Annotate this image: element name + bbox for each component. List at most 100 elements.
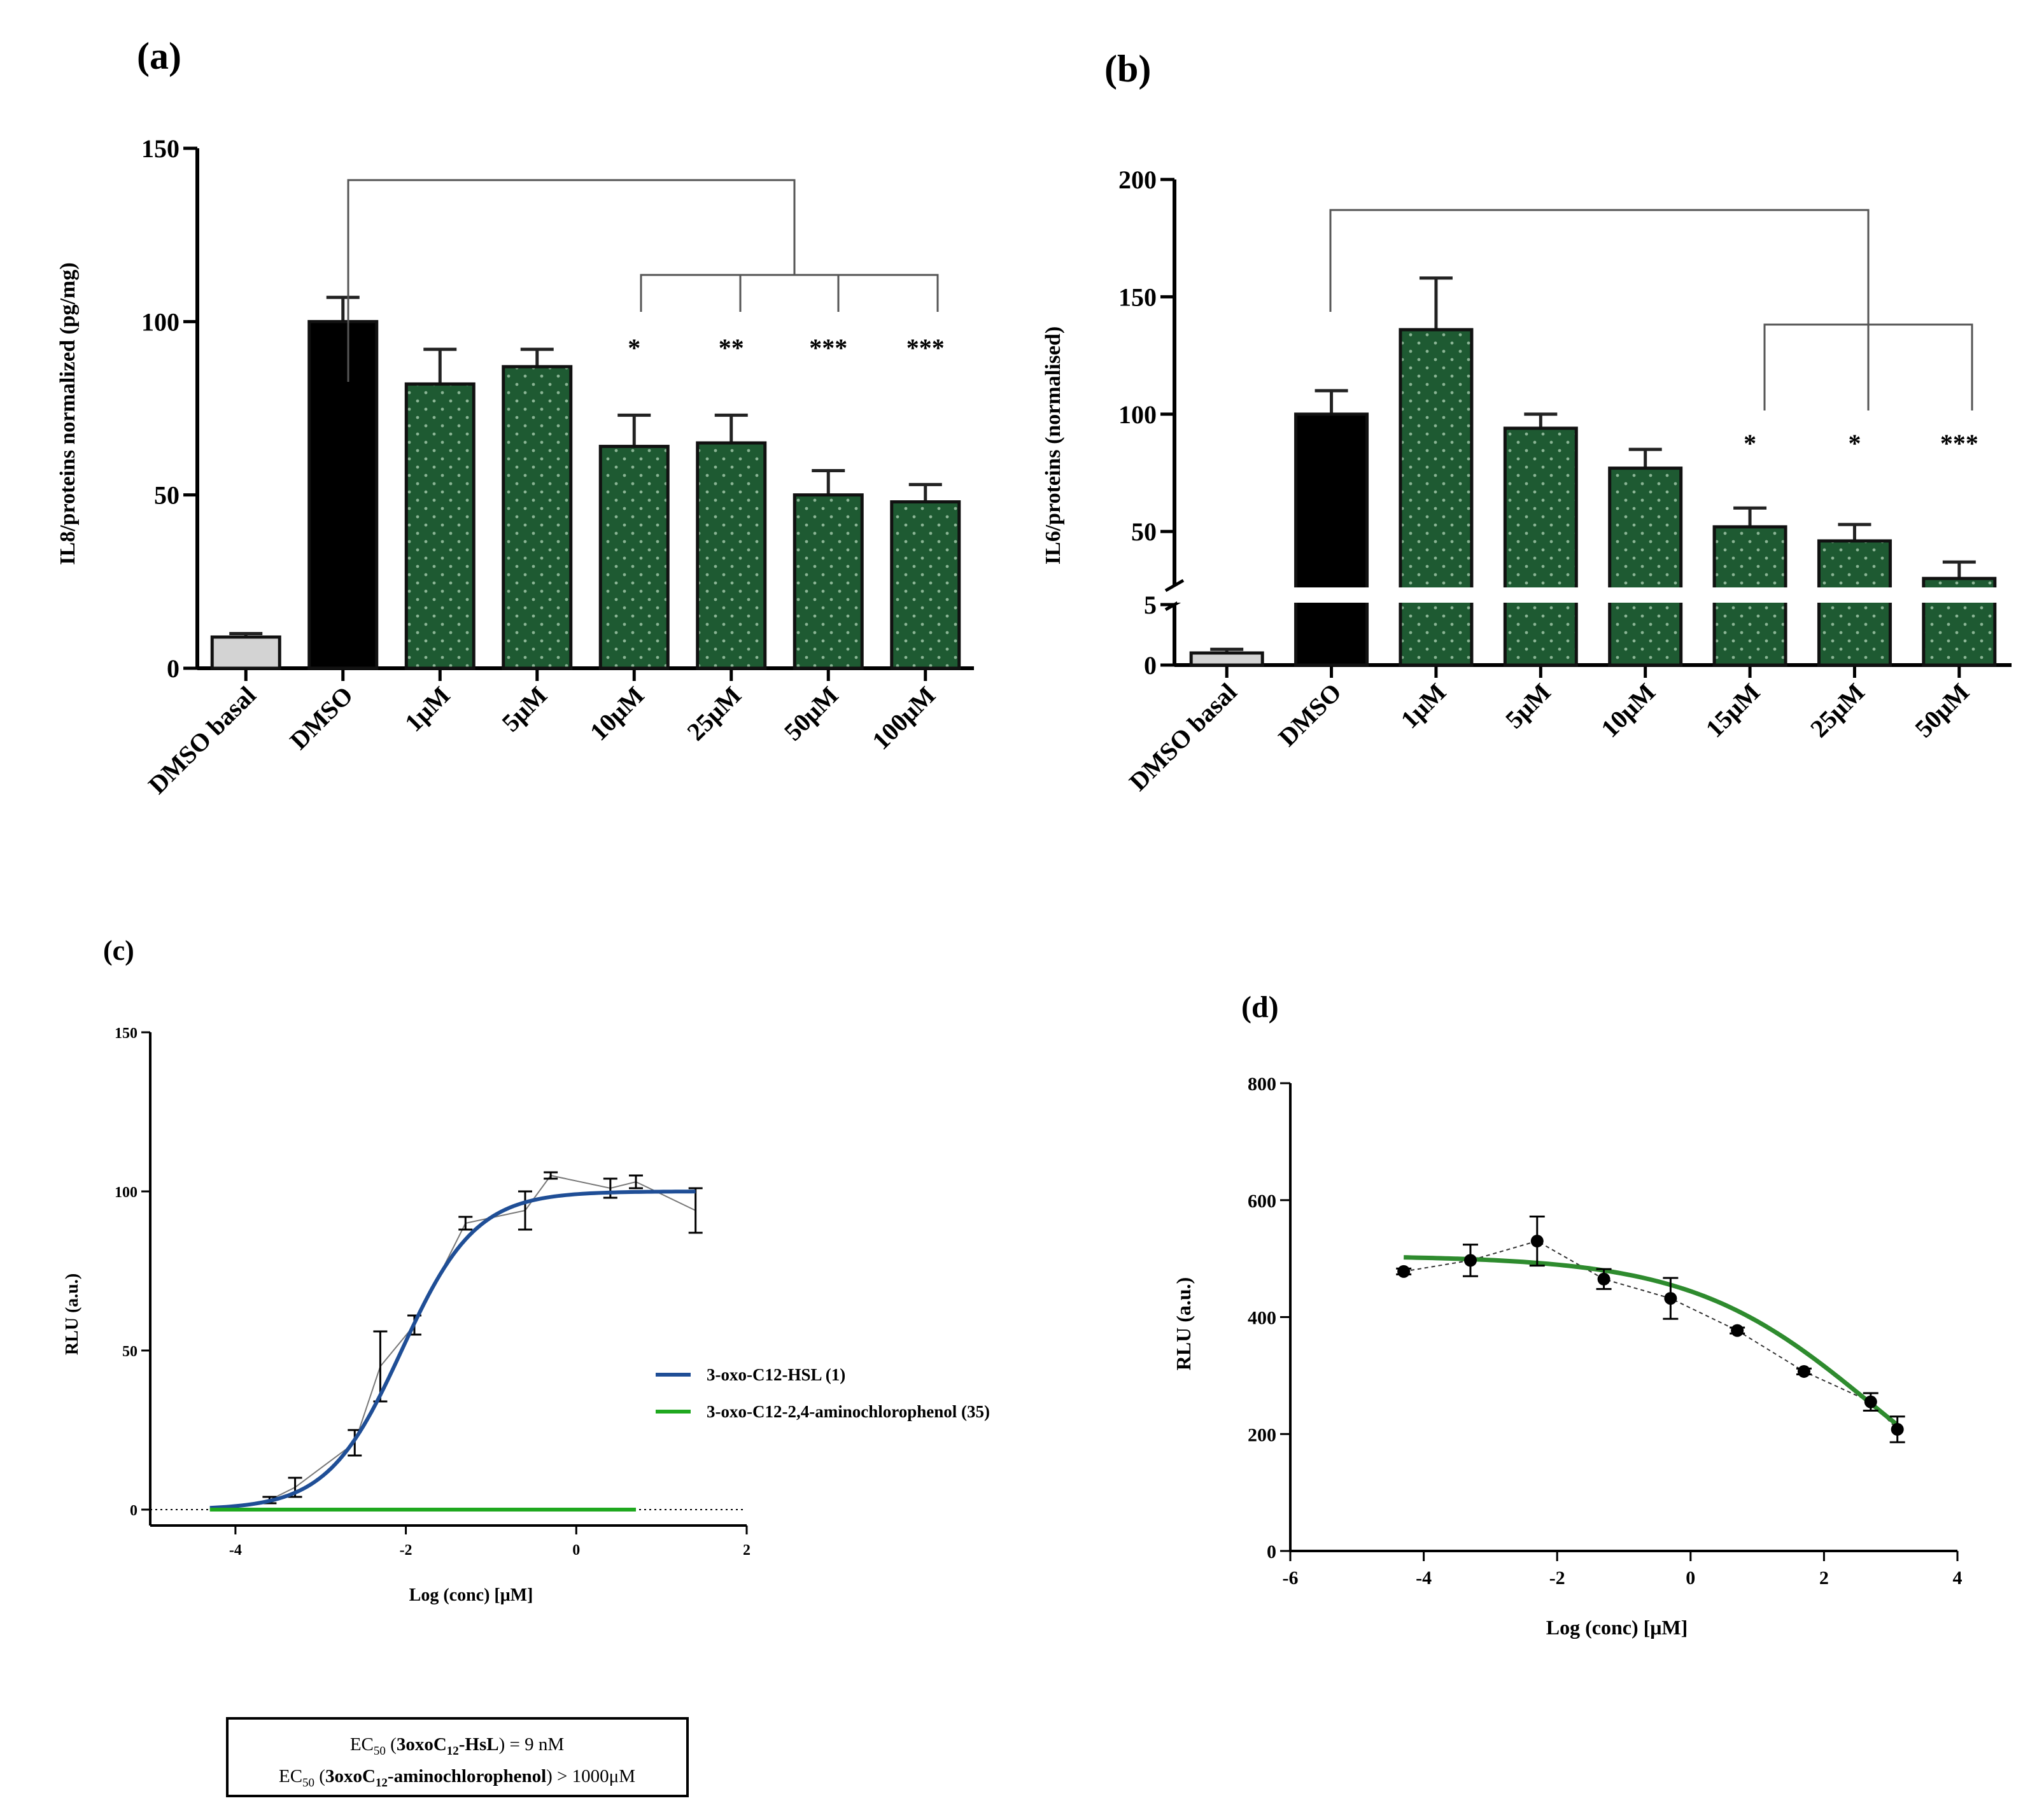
x-tick-label: 0: [572, 1542, 580, 1559]
panel-label-c: (c): [103, 935, 134, 966]
data-point: [1597, 1272, 1611, 1286]
category-label: 50μM: [779, 681, 844, 747]
x-tick-label: 0: [1686, 1568, 1695, 1589]
y-tick-label: 100: [1118, 400, 1157, 429]
ec50-prefix-1: EC: [350, 1734, 374, 1755]
bar: [1608, 467, 1683, 667]
ec50-bold-sub-1: 12: [447, 1744, 459, 1758]
y-tick-label: 100: [115, 1184, 137, 1201]
bar: [1817, 539, 1892, 667]
data-point: [1731, 1324, 1744, 1337]
y-tick-label: 50: [154, 481, 180, 510]
ec50-open-2: (: [314, 1766, 325, 1786]
x-tick-label: -4: [1416, 1568, 1432, 1589]
y-tick-label: 400: [1248, 1308, 1276, 1329]
y-tick-label: 600: [1248, 1191, 1276, 1212]
category-label: DMSO: [1272, 678, 1347, 752]
significance-label: ***: [809, 333, 847, 362]
legend-label-hsl: 3-oxo-C12-HSL (1): [707, 1365, 845, 1384]
category-label: 1μM: [1395, 678, 1452, 734]
ec50-close-1: ) = 9 nM: [499, 1734, 565, 1755]
x-tick-label: 2: [743, 1542, 751, 1559]
y-tick-label: 50: [1131, 517, 1157, 546]
category-label: 100μM: [866, 681, 941, 755]
category-label: 10μM: [584, 681, 650, 747]
ec50-bold-sub-2: 12: [376, 1776, 388, 1790]
category-label: 50μM: [1909, 678, 1975, 743]
bar: [1503, 426, 1578, 667]
ec50-sub-2: 50: [302, 1776, 314, 1790]
legend-label-aminochlorophenol: 3-oxo-C12-2,4-aminochlorophenol (35): [707, 1402, 990, 1421]
y-tick-label: 800: [1248, 1074, 1276, 1095]
y-tick-label: 5: [1144, 591, 1157, 619]
panel-c-x-label: Log (conc) [μM]: [409, 1585, 533, 1605]
data-point: [1864, 1395, 1877, 1408]
bar: [502, 365, 573, 670]
panel-label-a: (a): [137, 35, 181, 77]
y-tick-label: 150: [1118, 283, 1157, 311]
data-dashed-line: [1403, 1240, 1898, 1430]
ec50-bold-a-2: 3oxoC: [325, 1766, 376, 1786]
panel-a-category-labels: DMSO basal DMSO 1μM 5μM 10μM 25μM 50μM 100μM: [143, 681, 941, 800]
panel-d-x-label: Log (conc) [μM]: [1546, 1616, 1688, 1639]
panel-d-axes: 0 200 400 600 800 -6 -4 -2 0 2 4: [1248, 1074, 1963, 1589]
panel-a: IL8/proteins normalized (pg/mg) 0 50 100 15…: [56, 134, 974, 799]
panel-a-significance-brackets: [347, 179, 939, 382]
bar: [404, 382, 476, 670]
axis-break-mark: [1164, 579, 1185, 593]
y-tick-label: 200: [1248, 1424, 1276, 1445]
ec50-line-2: EC50 (3oxoC12-aminochlorophenol) > 1000μ…: [279, 1766, 635, 1790]
significance-label: *: [1848, 429, 1861, 458]
bar: [307, 319, 379, 670]
significance-label: **: [719, 333, 744, 362]
x-tick-label: -2: [400, 1542, 412, 1559]
y-tick-label: 0: [1267, 1541, 1276, 1562]
data-point: [1530, 1235, 1544, 1248]
x-tick-label: -2: [1549, 1568, 1565, 1589]
y-tick-label: 0: [167, 654, 180, 683]
panel-b-bars: * * ***: [1177, 276, 2014, 667]
ec50-prefix-2: EC: [279, 1766, 302, 1786]
data-point: [1797, 1365, 1810, 1378]
panel-b-category-labels: DMSO basal DMSO 1μM 5μM 10μM 15μM 25μM 50μM: [1124, 678, 1975, 797]
significance-label: ***: [1940, 429, 1978, 458]
data-point: [1397, 1265, 1411, 1278]
x-tick-label: -4: [229, 1542, 242, 1559]
category-label: 25μM: [1805, 678, 1870, 743]
bar: [890, 500, 961, 670]
panel-c: 0 50 100 150 -4 -2 0 2 Log (conc) [μM] RLU (a.u…: [62, 1025, 990, 1797]
y-tick-label: 0: [1144, 651, 1157, 680]
category-label: 15μM: [1700, 678, 1766, 743]
fit-curve: [1404, 1255, 1899, 1427]
panel-a-bars: * ** *** ***: [210, 295, 961, 670]
ec50-close-2: ) > 1000μM: [546, 1766, 635, 1786]
panel-d-y-label: RLU (a.u.): [1172, 1277, 1195, 1371]
ec50-bold-b-1: -HsL: [459, 1734, 499, 1755]
ec50-open-1: (: [386, 1734, 397, 1755]
bar: [598, 444, 670, 670]
category-label: 25μM: [681, 681, 747, 747]
bar: [1189, 651, 1264, 667]
x-tick-label: 2: [1819, 1568, 1829, 1589]
x-tick-label: -6: [1283, 1568, 1299, 1589]
category-label: 5μM: [1500, 678, 1556, 734]
category-label: 1μM: [399, 681, 456, 738]
y-tick-label: 0: [130, 1503, 137, 1519]
panel-label-d: (d): [1241, 990, 1279, 1024]
significance-label: *: [1744, 429, 1756, 458]
panel-b-significance-brackets: [1329, 209, 1973, 410]
panel-d: 0 200 400 600 800 -6 -4 -2 0 2 4 Log (conc) [μM] R…: [1172, 1074, 1963, 1639]
ec50-bold-b-2: -aminochlorophenol: [388, 1766, 546, 1786]
y-tick-label: 150: [141, 134, 180, 163]
category-label: DMSO: [284, 681, 358, 755]
panel-c-axes: 0 50 100 150 -4 -2 0 2: [115, 1025, 751, 1559]
category-label: 5μM: [496, 681, 553, 738]
panel-c-y-label: RLU (a.u.): [62, 1273, 82, 1355]
y-tick-label: 150: [115, 1025, 137, 1042]
panel-d-plot: [1396, 1215, 1905, 1443]
panel-c-plot: [150, 1171, 744, 1512]
y-tick-label: 100: [141, 307, 180, 336]
bar: [696, 441, 767, 670]
category-label: DMSO basal: [143, 681, 262, 800]
data-point: [1664, 1292, 1677, 1305]
